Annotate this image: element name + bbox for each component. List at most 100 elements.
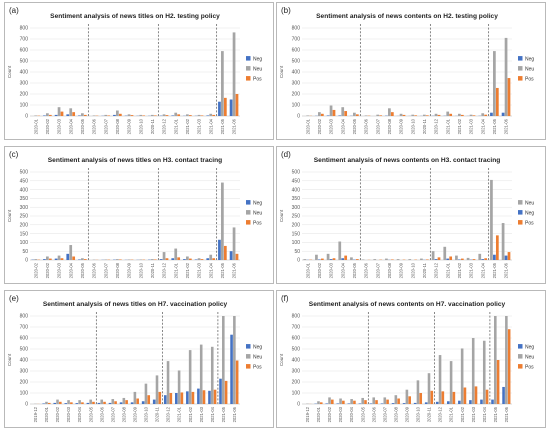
bar-pos bbox=[431, 391, 434, 404]
y-tick-label: 600 bbox=[292, 48, 301, 54]
bar-pos bbox=[426, 115, 429, 116]
y-tick-label: 450 bbox=[20, 179, 29, 185]
bar-pos bbox=[201, 115, 204, 116]
bar-neu bbox=[341, 107, 344, 116]
y-tick-label: 300 bbox=[292, 81, 301, 87]
bar-pos bbox=[72, 256, 75, 260]
y-tick-label: 0 bbox=[297, 258, 300, 264]
x-tick-label: 2020-12 bbox=[162, 118, 167, 134]
bar-neg bbox=[502, 113, 505, 116]
x-tick-label: 2021-02 bbox=[185, 118, 190, 134]
bar-neu bbox=[303, 259, 306, 260]
x-tick-label: 2020-11 bbox=[150, 262, 155, 278]
bar-pos bbox=[408, 396, 411, 404]
x-tick-label: 2020-12 bbox=[162, 262, 167, 278]
bar-pos bbox=[147, 395, 150, 404]
chart-title: Sentiment analysis of news contents on H… bbox=[309, 301, 506, 308]
bar-neg bbox=[218, 240, 221, 260]
legend-label: Neg bbox=[525, 344, 534, 350]
bar-pos bbox=[364, 400, 367, 404]
x-tick-label: 2020-12 bbox=[166, 406, 171, 422]
y-tick-label: 300 bbox=[292, 205, 301, 211]
bar-neu bbox=[111, 399, 114, 404]
bar-neu bbox=[443, 247, 446, 260]
x-tick-label: 2020-08 bbox=[393, 406, 398, 422]
bar-pos bbox=[484, 115, 487, 116]
bar-neg bbox=[175, 393, 178, 404]
bar-pos bbox=[236, 361, 239, 404]
x-tick-label: 2020-07 bbox=[382, 406, 387, 422]
bar-neu bbox=[397, 259, 400, 260]
x-tick-label: 2020-08 bbox=[115, 262, 120, 278]
x-tick-label: 2020-06 bbox=[364, 118, 369, 134]
bar-pos bbox=[72, 112, 75, 116]
bar-neu bbox=[104, 259, 107, 260]
y-axis-label: Count bbox=[7, 353, 12, 366]
bar-pos bbox=[212, 115, 215, 116]
x-tick-label: 2020-11 bbox=[422, 118, 427, 134]
bar-neu bbox=[420, 259, 423, 260]
bar-neu bbox=[134, 392, 137, 404]
x-tick-label: 2020-08 bbox=[121, 406, 126, 422]
bar-pos bbox=[508, 78, 511, 116]
chart-svg: (c)Sentiment analysis of news titles on … bbox=[4, 146, 274, 284]
x-tick-label: 2021-06 bbox=[232, 118, 237, 134]
legend-label: Pos bbox=[253, 364, 262, 370]
bar-neu bbox=[221, 51, 224, 116]
bar-pos bbox=[125, 400, 128, 404]
bar-neg bbox=[64, 403, 67, 404]
x-tick-label: 2021-02 bbox=[460, 406, 465, 422]
y-tick-label: 100 bbox=[20, 103, 29, 109]
chart-panel: (e)Sentiment analysis of news titles on … bbox=[4, 290, 274, 428]
bar-neu bbox=[330, 106, 333, 116]
bar-neg bbox=[505, 256, 508, 260]
bar-neg bbox=[164, 395, 167, 404]
bar-pos bbox=[119, 114, 122, 116]
bar-pos bbox=[464, 388, 467, 405]
x-tick-label: 2020-12 bbox=[438, 406, 443, 422]
bar-neg bbox=[186, 391, 189, 404]
bar-pos bbox=[333, 258, 336, 260]
bar-pos bbox=[414, 115, 417, 116]
bar-neg bbox=[43, 115, 46, 116]
bar-neu bbox=[446, 112, 449, 116]
chart-title: Sentiment analysis of news titles on H7.… bbox=[43, 301, 228, 308]
x-tick-label: 2020-02 bbox=[327, 406, 332, 422]
bar-neg bbox=[171, 115, 174, 116]
bar-pos bbox=[154, 115, 157, 116]
x-tick-label: 2019-12 bbox=[33, 406, 38, 422]
bar-pos bbox=[189, 259, 192, 260]
legend-label: Neu bbox=[525, 66, 534, 72]
bar-neu bbox=[151, 115, 154, 116]
bar-pos bbox=[386, 400, 389, 404]
bar-neu bbox=[186, 256, 189, 260]
legend-swatch bbox=[518, 200, 523, 205]
y-axis-label: Count bbox=[7, 209, 12, 222]
x-tick-label: 2020-07 bbox=[103, 262, 108, 278]
bar-neu bbox=[67, 400, 70, 404]
legend-swatch bbox=[518, 210, 523, 215]
bar-neu bbox=[233, 316, 236, 404]
x-tick-label: 2020-09 bbox=[405, 406, 410, 422]
x-tick-label: 2020-01 bbox=[44, 406, 49, 422]
bar-pos bbox=[461, 259, 464, 260]
bar-pos bbox=[356, 114, 359, 116]
x-tick-label: 2020-10 bbox=[144, 406, 149, 422]
bar-neu bbox=[81, 258, 84, 260]
bar-neg bbox=[218, 102, 221, 116]
bar-pos bbox=[331, 400, 334, 404]
bar-pos bbox=[192, 392, 195, 404]
y-tick-label: 700 bbox=[292, 37, 301, 43]
bar-neg bbox=[414, 403, 417, 404]
x-tick-label: 2021-02 bbox=[188, 406, 193, 422]
bar-neu bbox=[408, 259, 411, 260]
bar-neu bbox=[350, 399, 353, 404]
bar-neu bbox=[156, 375, 159, 404]
chart-svg: (a)Sentiment analysis of news titles on … bbox=[4, 2, 274, 140]
bar-neu bbox=[56, 400, 59, 404]
bar-pos bbox=[84, 115, 87, 116]
legend-swatch bbox=[518, 364, 523, 369]
bar-pos bbox=[496, 88, 499, 116]
bar-pos bbox=[203, 390, 206, 404]
x-tick-label: 2020-03 bbox=[329, 118, 334, 134]
